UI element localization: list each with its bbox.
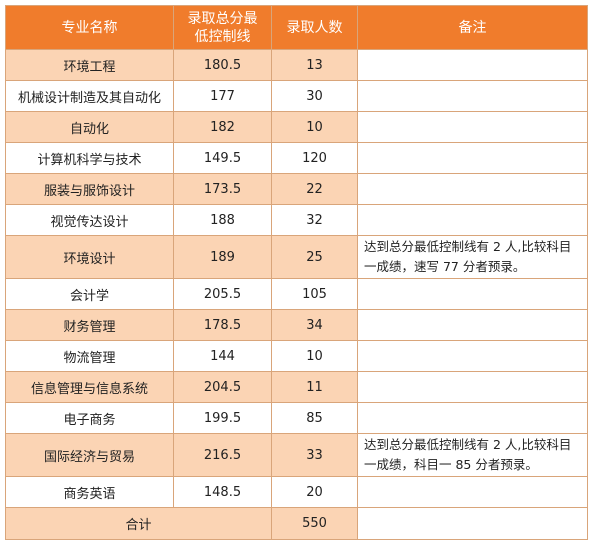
- table-row: 信息管理与信息系统 204.5 11: [5, 371, 588, 403]
- note-cell: [357, 309, 588, 341]
- score-cell: 144: [173, 340, 272, 372]
- score-cell: 149.5: [173, 142, 272, 174]
- note-cell: [357, 204, 588, 236]
- major-cell: 物流管理: [5, 340, 174, 372]
- major-cell: 自动化: [5, 111, 174, 143]
- total-count: 550: [271, 507, 358, 540]
- total-row: 合计 550: [5, 507, 588, 540]
- major-cell: 电子商务: [5, 402, 174, 434]
- header-min-score-text: 录取总分最低控制线: [187, 10, 258, 45]
- total-note-cell: [357, 507, 588, 540]
- note-cell: [357, 476, 588, 508]
- note-cell: [357, 142, 588, 174]
- score-cell: 182: [173, 111, 272, 143]
- table-row: 视觉传达设计 188 32: [5, 204, 588, 236]
- note-cell: [357, 173, 588, 205]
- count-cell: 105: [271, 278, 358, 310]
- table-row: 计算机科学与技术 149.5 120: [5, 142, 588, 174]
- major-cell: 会计学: [5, 278, 174, 310]
- major-cell: 环境设计: [5, 235, 174, 279]
- score-cell: 199.5: [173, 402, 272, 434]
- note-cell: 达到总分最低控制线有 2 人,比较科目一成绩，科目一 85 分者预录。: [357, 433, 588, 477]
- count-cell: 20: [271, 476, 358, 508]
- score-cell: 204.5: [173, 371, 272, 403]
- score-cell: 173.5: [173, 173, 272, 205]
- count-cell: 11: [271, 371, 358, 403]
- count-cell: 33: [271, 433, 358, 477]
- count-cell: 85: [271, 402, 358, 434]
- note-cell: [357, 111, 588, 143]
- score-cell: 178.5: [173, 309, 272, 341]
- major-cell: 信息管理与信息系统: [5, 371, 174, 403]
- note-cell: [357, 278, 588, 310]
- count-cell: 32: [271, 204, 358, 236]
- table-row: 自动化 182 10: [5, 111, 588, 143]
- score-cell: 189: [173, 235, 272, 279]
- major-cell: 计算机科学与技术: [5, 142, 174, 174]
- table-row: 电子商务 199.5 85: [5, 402, 588, 434]
- total-label: 合计: [5, 507, 272, 540]
- table-row: 物流管理 144 10: [5, 340, 588, 372]
- note-cell: [357, 402, 588, 434]
- header-row: 专业名称 录取总分最低控制线 录取人数 备注: [5, 5, 588, 50]
- major-cell: 视觉传达设计: [5, 204, 174, 236]
- table-row: 环境设计 189 25 达到总分最低控制线有 2 人,比较科目一成绩，速写 77…: [5, 235, 588, 279]
- major-cell: 环境工程: [5, 49, 174, 81]
- count-cell: 10: [271, 111, 358, 143]
- score-cell: 180.5: [173, 49, 272, 81]
- score-cell: 205.5: [173, 278, 272, 310]
- score-cell: 177: [173, 80, 272, 112]
- table-row: 环境工程 180.5 13: [5, 49, 588, 81]
- score-cell: 216.5: [173, 433, 272, 477]
- table-row: 财务管理 178.5 34: [5, 309, 588, 341]
- header-min-score: 录取总分最低控制线: [173, 5, 272, 50]
- table-row: 商务英语 148.5 20: [5, 476, 588, 508]
- score-cell: 188: [173, 204, 272, 236]
- major-cell: 机械设计制造及其自动化: [5, 80, 174, 112]
- header-count: 录取人数: [271, 5, 358, 50]
- score-cell: 148.5: [173, 476, 272, 508]
- note-cell: [357, 371, 588, 403]
- major-cell: 国际经济与贸易: [5, 433, 174, 477]
- note-cell: [357, 49, 588, 81]
- count-cell: 25: [271, 235, 358, 279]
- count-cell: 13: [271, 49, 358, 81]
- table-row: 服装与服饰设计 173.5 22: [5, 173, 588, 205]
- admission-table-container: 专业名称 录取总分最低控制线 录取人数 备注 环境工程 180.5 13 机械设…: [5, 5, 588, 540]
- admission-table: 专业名称 录取总分最低控制线 录取人数 备注 环境工程 180.5 13 机械设…: [5, 5, 588, 540]
- count-cell: 22: [271, 173, 358, 205]
- table-row: 会计学 205.5 105: [5, 278, 588, 310]
- note-cell: 达到总分最低控制线有 2 人,比较科目一成绩，速写 77 分者预录。: [357, 235, 588, 279]
- note-cell: [357, 340, 588, 372]
- header-major: 专业名称: [5, 5, 174, 50]
- count-cell: 34: [271, 309, 358, 341]
- count-cell: 120: [271, 142, 358, 174]
- note-cell: [357, 80, 588, 112]
- table-row: 国际经济与贸易 216.5 33 达到总分最低控制线有 2 人,比较科目一成绩，…: [5, 433, 588, 477]
- major-cell: 服装与服饰设计: [5, 173, 174, 205]
- count-cell: 10: [271, 340, 358, 372]
- header-note: 备注: [357, 5, 588, 50]
- major-cell: 商务英语: [5, 476, 174, 508]
- table-row: 机械设计制造及其自动化 177 30: [5, 80, 588, 112]
- count-cell: 30: [271, 80, 358, 112]
- major-cell: 财务管理: [5, 309, 174, 341]
